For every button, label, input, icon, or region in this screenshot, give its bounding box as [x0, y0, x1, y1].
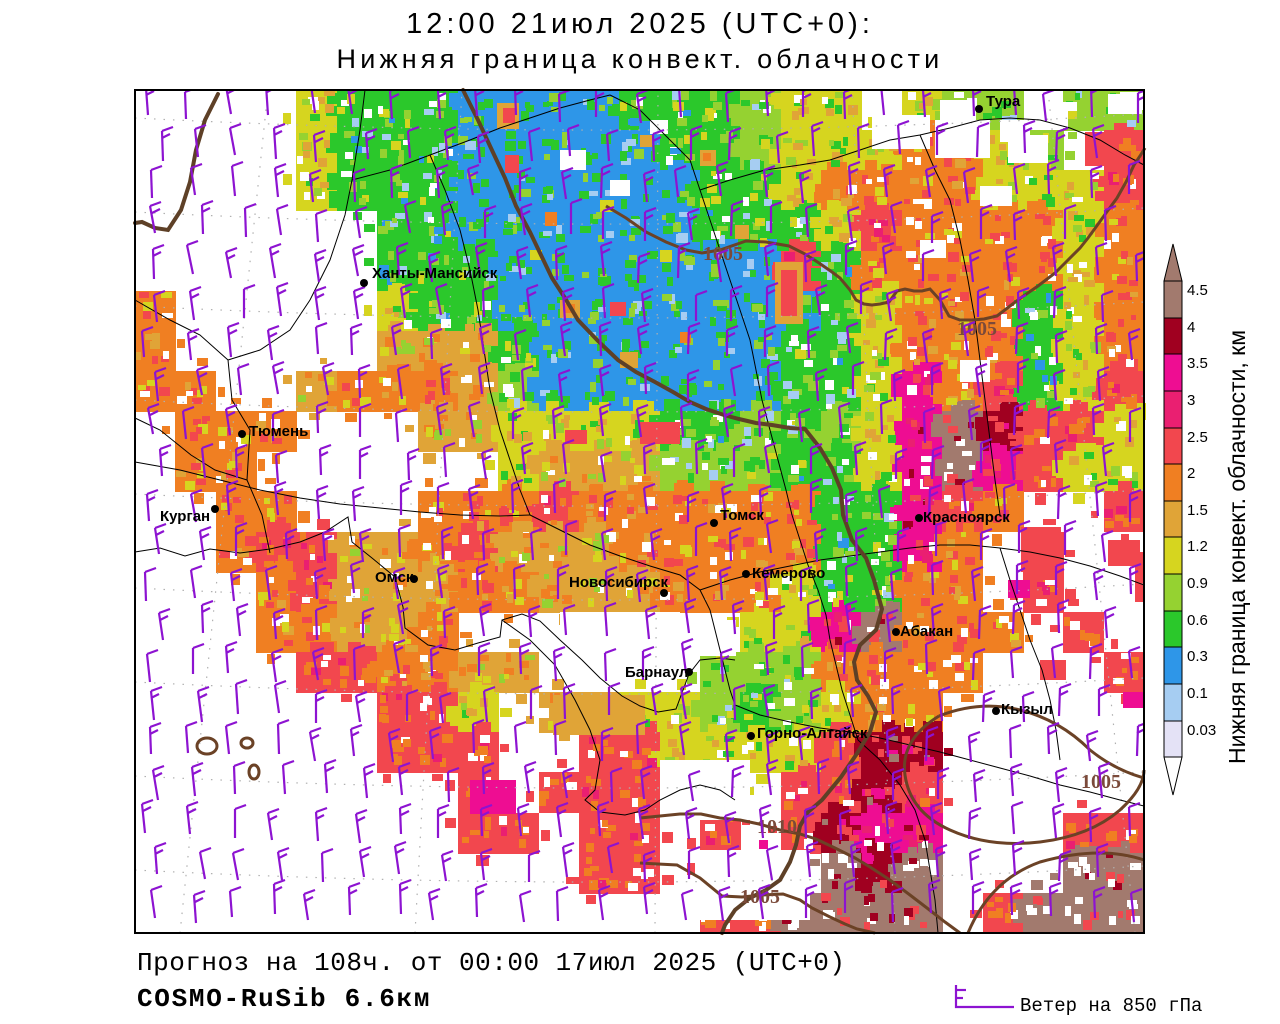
svg-text:Тура: Тура [986, 93, 1021, 110]
svg-text:2.5: 2.5 [1187, 429, 1208, 446]
svg-text:Кемерово: Кемерово [752, 565, 825, 582]
svg-text:Омск: Омск [375, 569, 414, 586]
svg-text:1010: 1010 [757, 816, 797, 838]
svg-text:0.3: 0.3 [1187, 648, 1208, 665]
svg-text:Новосибирск: Новосибирск [569, 574, 669, 591]
svg-text:1005: 1005 [703, 243, 743, 265]
svg-text:Барнаул: Барнаул [625, 664, 688, 681]
svg-text:Красноярск: Красноярск [923, 509, 1010, 526]
svg-text:2: 2 [1187, 465, 1195, 482]
svg-text:Томск: Томск [720, 507, 764, 524]
svg-text:1.2: 1.2 [1187, 538, 1208, 555]
svg-text:Кызыл: Кызыл [1001, 701, 1053, 718]
svg-text:1.5: 1.5 [1187, 502, 1208, 519]
svg-text:Ханты-Мансийск: Ханты-Мансийск [372, 265, 498, 282]
svg-text:Нижняя граница конвект. облачн: Нижняя граница конвект. облачности, км [1224, 330, 1250, 764]
svg-text:Горно-Алтайск: Горно-Алтайск [757, 725, 868, 742]
svg-text:3.5: 3.5 [1187, 355, 1208, 372]
svg-text:Тюмень: Тюмень [249, 423, 308, 440]
svg-text:3: 3 [1187, 392, 1195, 409]
svg-text:4.5: 4.5 [1187, 282, 1208, 299]
svg-text:Курган: Курган [160, 508, 210, 525]
svg-text:4: 4 [1187, 319, 1195, 336]
svg-text:0.1: 0.1 [1187, 685, 1208, 702]
svg-text:0.6: 0.6 [1187, 612, 1208, 629]
svg-text:0.9: 0.9 [1187, 575, 1208, 592]
svg-text:Абакан: Абакан [900, 623, 953, 640]
svg-text:1005: 1005 [957, 318, 997, 340]
svg-text:0.03: 0.03 [1187, 722, 1216, 739]
